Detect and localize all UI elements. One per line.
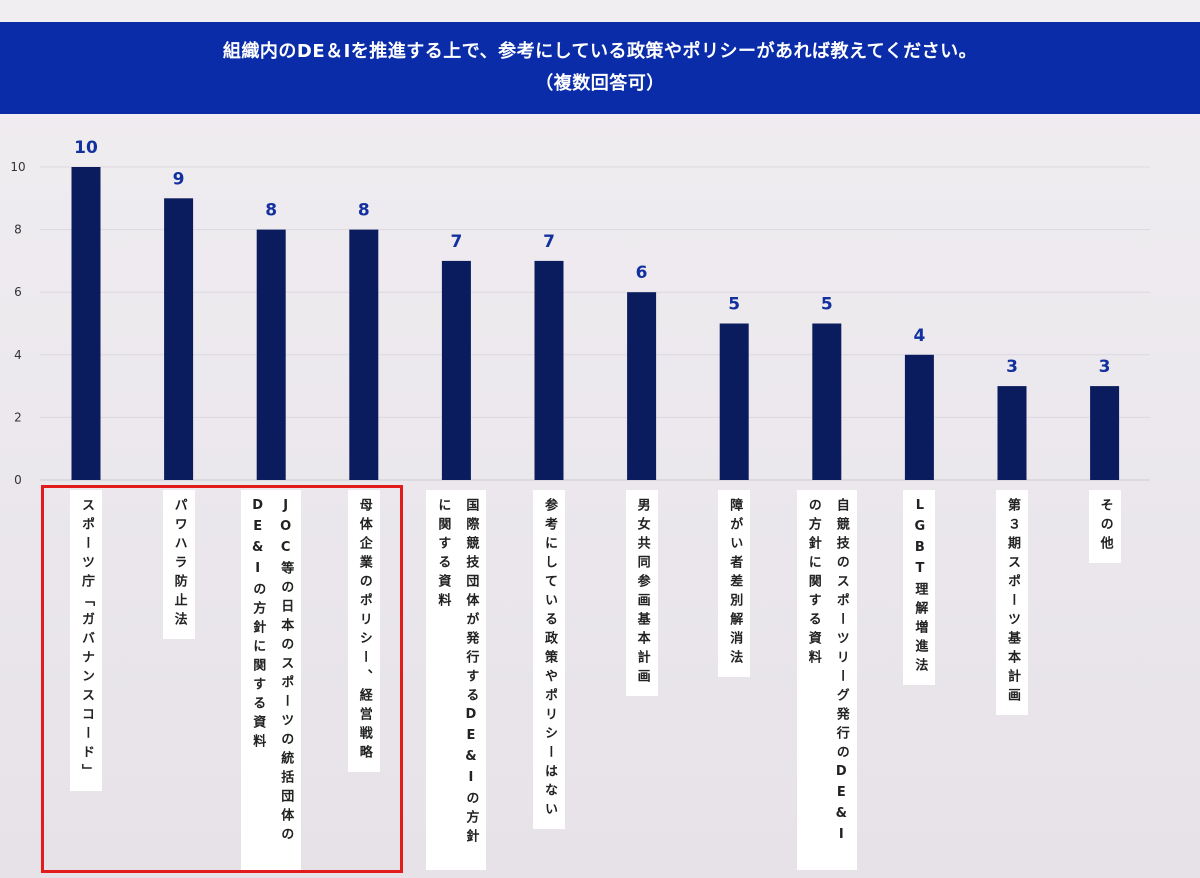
bar	[534, 260, 564, 480]
bar	[256, 229, 286, 480]
y-tick-label: 0	[14, 473, 22, 487]
value-label: 3	[1099, 357, 1111, 377]
value-label: 10	[74, 138, 98, 158]
category-label: 男女共同参画基本計画	[625, 490, 658, 696]
y-tick-label: 8	[14, 223, 22, 237]
value-label: 7	[450, 232, 462, 252]
highlight-frame	[41, 485, 403, 873]
bar	[904, 354, 934, 480]
category-label: 国際競技団体が発行するDE&Iの方針に関する資料	[426, 490, 487, 870]
bar	[164, 198, 194, 481]
y-tick-label: 2	[14, 410, 22, 424]
bar	[627, 292, 657, 480]
value-label: 8	[358, 201, 370, 221]
category-label: JOC等の日本のスポーツの統括団体のDE&Iの方針に関する資料	[241, 490, 302, 870]
bar	[1090, 386, 1120, 480]
category-label: 自競技のスポーツリーグ発行のDE&Iの方針に関する資料	[796, 490, 857, 870]
gridlines	[40, 166, 1150, 481]
value-label: 6	[636, 263, 648, 283]
category-label: 障がい者差別解消法	[718, 490, 751, 677]
category-label: LGBT理解増進法	[903, 490, 936, 685]
category-label: パワハラ防止法	[162, 490, 195, 639]
bar	[349, 229, 379, 480]
y-axis-ticks: 0 2 4 6 8 10	[10, 160, 25, 487]
bar	[997, 386, 1027, 480]
y-tick-label: 4	[14, 348, 22, 362]
y-tick-label: 10	[10, 160, 25, 174]
category-label: その他	[1088, 490, 1121, 563]
bar	[719, 323, 749, 480]
category-label: 参考にしている政策やポリシーはない	[533, 490, 565, 829]
bars	[71, 167, 1120, 481]
category-label: 第３期スポーツ基本計画	[996, 490, 1028, 715]
value-label: 4	[913, 326, 925, 346]
value-label: 5	[728, 295, 740, 315]
y-tick-label: 6	[14, 285, 22, 299]
chart-title-bar: 組織内のDE＆Iを推進する上で、参考にしている政策やポリシーがあれば教えてくださ…	[0, 22, 1200, 114]
value-label: 9	[173, 169, 185, 189]
chart-title: 組織内のDE＆Iを推進する上で、参考にしている政策やポリシーがあれば教えてくださ…	[222, 41, 978, 62]
value-label: 7	[543, 232, 555, 252]
value-label: 5	[821, 295, 833, 315]
value-label: 8	[265, 201, 277, 221]
chart-subtitle: （複数回答可）	[535, 73, 665, 94]
bar	[441, 260, 471, 480]
category-label: 母体企業のポリシー、経営戦略	[347, 490, 380, 772]
bar	[71, 167, 101, 480]
bar	[812, 323, 842, 480]
value-label: 3	[1006, 357, 1018, 377]
category-label: スポーツ庁「ガバナンスコード」	[70, 490, 102, 791]
value-labels: 10 9 8 8 7 7 6 5 5 4 3 3	[74, 138, 1110, 377]
